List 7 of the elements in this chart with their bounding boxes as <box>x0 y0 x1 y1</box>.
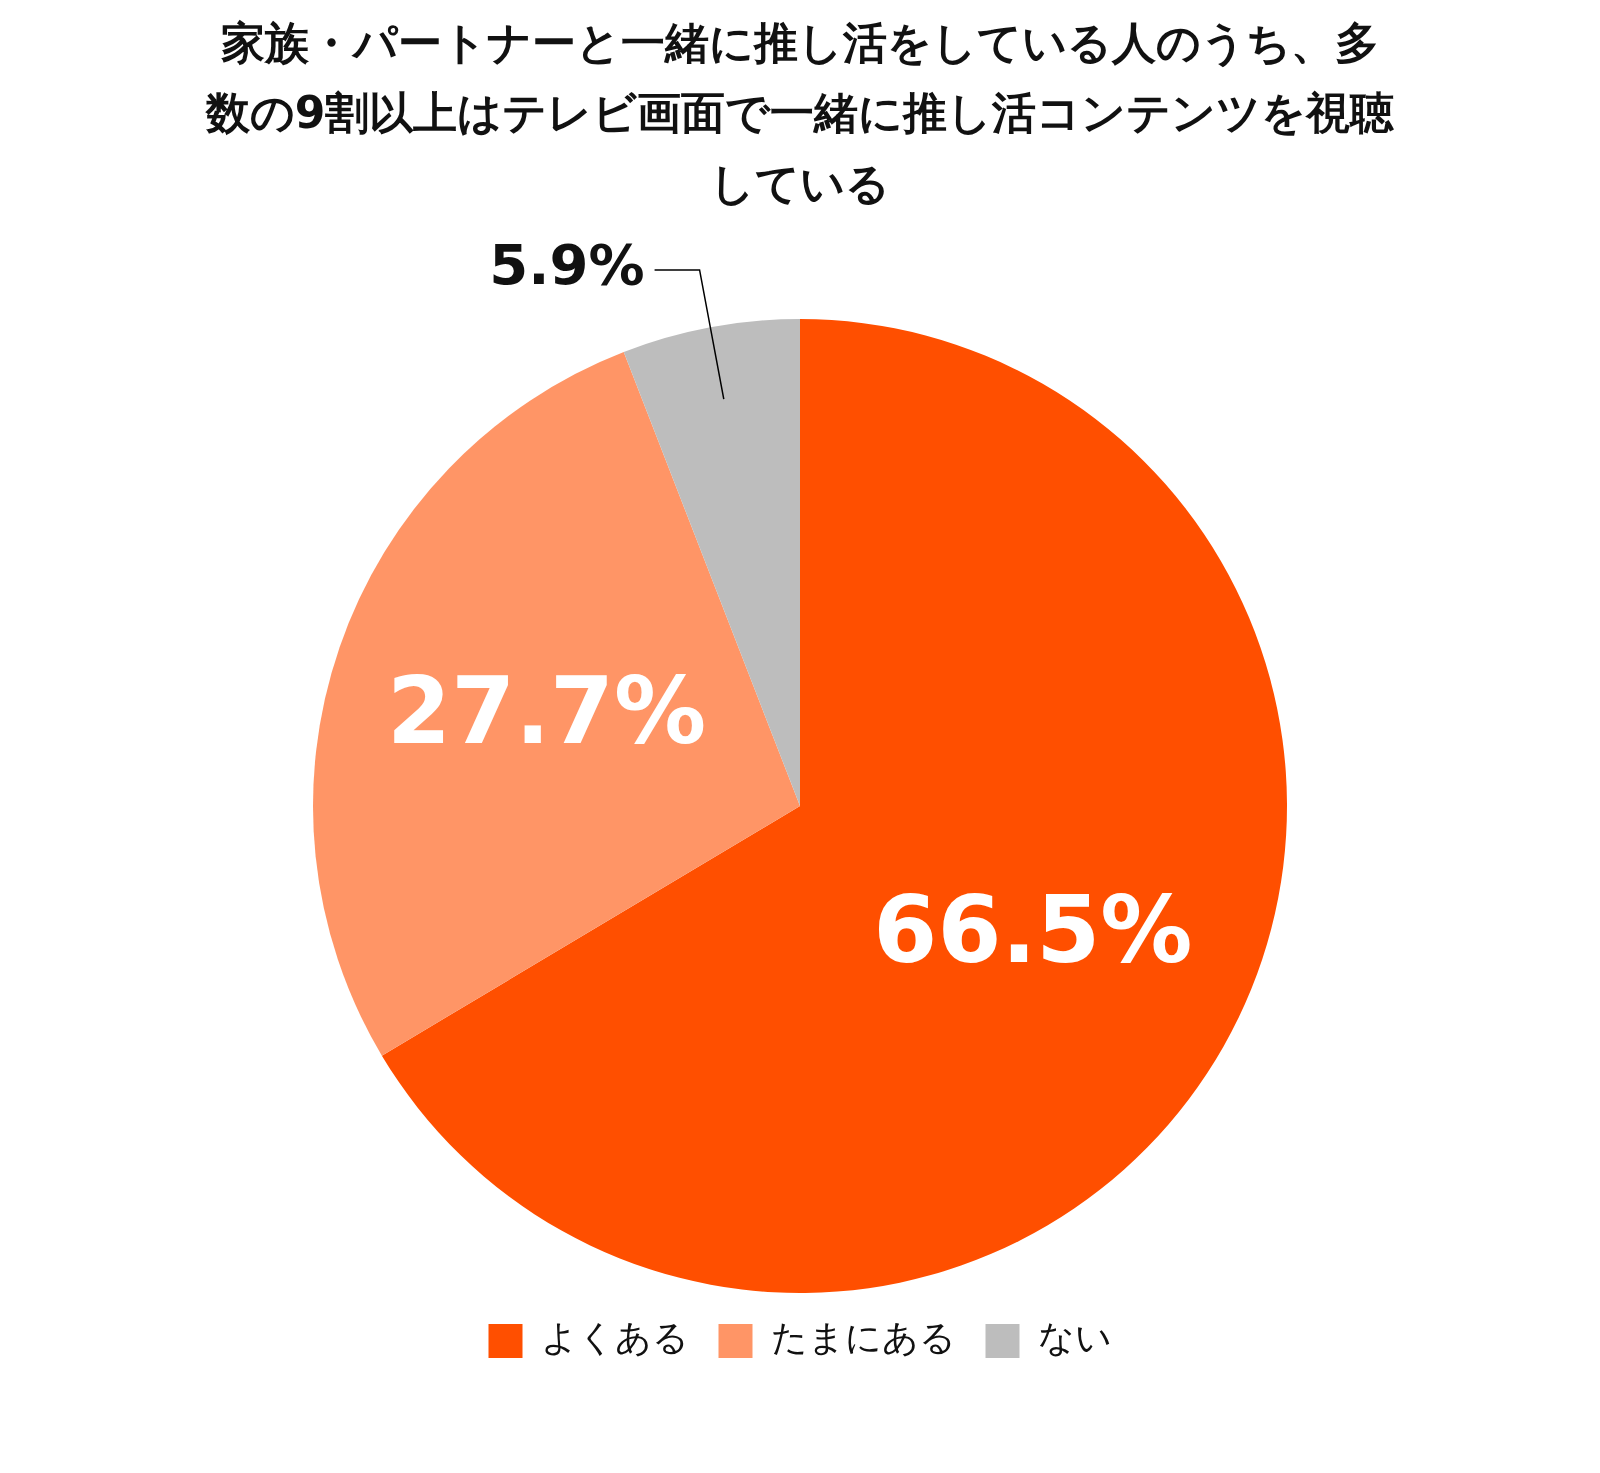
data-label: 27.7% <box>387 658 707 765</box>
legend-label: よくある <box>540 1317 689 1359</box>
chart-title: 家族・パートナーと一緒に推し活をしている人のうち、多数の9割以上はテレビ画面で一緒に推し活コンテンツを視聴している <box>204 16 1396 211</box>
data-label: 66.5% <box>873 877 1193 985</box>
legend-label: ない <box>1037 1317 1112 1359</box>
legend-label: たまにある <box>770 1317 956 1359</box>
data-label: 5.9% <box>489 232 645 298</box>
